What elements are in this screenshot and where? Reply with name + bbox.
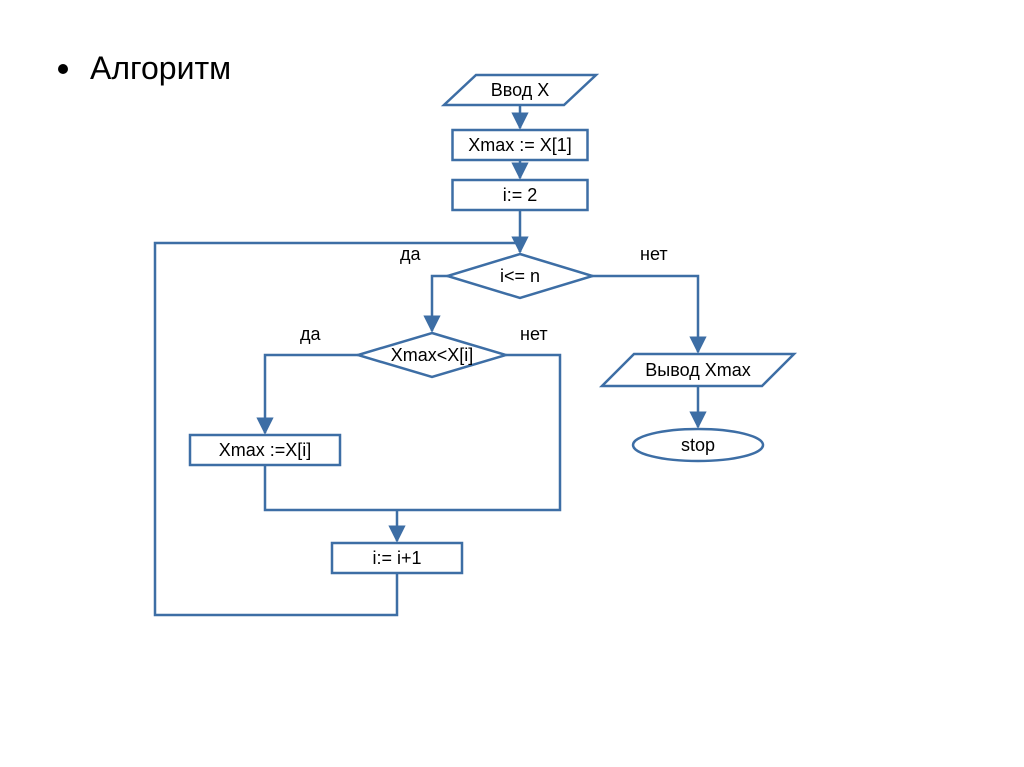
edge-label-cond2_no: нет [520,324,548,344]
node-label-output: Вывод Xmax [645,360,750,380]
node-label-input: Ввод X [491,80,550,100]
node-label-cond2: Xmax<X[i] [391,345,474,365]
node-label-stop: stop [681,435,715,455]
node-label-assign3: Xmax :=X[i] [219,440,312,460]
node-label-cond1: i<= n [500,266,540,286]
edge-label-cond1_yes: да [400,244,422,264]
node-label-assign4: i:= i+1 [372,548,421,568]
edge-label-cond2_yes: да [300,324,322,344]
flowchart-diagram: Ввод X Xmax := X[1] i:= 2 i<= n Xmax<X[i] Xma… [0,0,1024,767]
edge-label-cond1_no: нет [640,244,668,264]
node-label-assign1: Xmax := X[1] [468,135,572,155]
node-label-assign2: i:= 2 [503,185,538,205]
